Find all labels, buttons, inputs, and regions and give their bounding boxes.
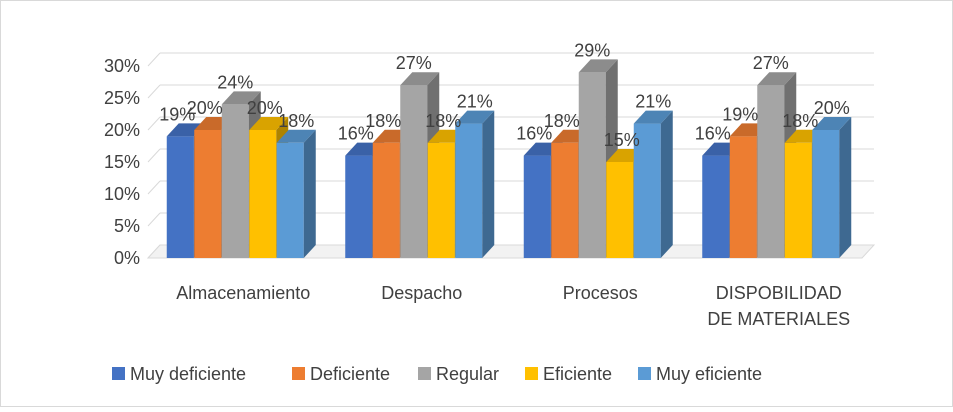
data-label: 18%	[425, 111, 461, 131]
x-category-label: DE MATERIALES	[707, 309, 850, 329]
data-label: 16%	[338, 124, 374, 144]
y-tick-label: 15%	[104, 152, 140, 172]
bar-front	[372, 142, 400, 258]
bar-top	[221, 91, 261, 105]
bar-top	[812, 117, 852, 130]
bar-side	[303, 129, 316, 258]
bar-side	[482, 110, 495, 258]
legend: Muy deficiente Deficiente Regular Eficiente…	[112, 364, 762, 384]
data-label: 21%	[457, 92, 493, 112]
x-category-label: DISPOBILIDAD	[716, 283, 842, 303]
bar-front	[551, 142, 579, 258]
bar-front	[729, 136, 757, 258]
x-category-label: Almacenamiento	[176, 283, 310, 303]
bar-front	[578, 72, 606, 259]
bars	[166, 59, 852, 259]
bar-front	[633, 123, 661, 258]
data-label: 19%	[722, 104, 758, 124]
legend-swatch	[292, 367, 305, 380]
data-label: 21%	[635, 92, 671, 112]
y-tick-label: 0%	[114, 248, 140, 268]
bar-front	[757, 85, 785, 258]
data-label: 29%	[574, 40, 610, 60]
data-label: 18%	[544, 111, 580, 131]
data-label: 19%	[159, 104, 195, 124]
gridline-side	[147, 116, 161, 131]
bar-front	[427, 142, 455, 258]
bar-side	[660, 110, 673, 258]
legend-item: Muy eficiente	[638, 364, 762, 384]
data-label: 24%	[217, 72, 253, 92]
data-label: 20%	[247, 98, 283, 118]
x-category-label: Procesos	[563, 283, 638, 303]
bar	[812, 117, 852, 258]
data-label: 18%	[278, 111, 314, 131]
legend-item: Deficiente	[292, 364, 390, 384]
bar-front	[249, 130, 277, 258]
bar-top	[249, 117, 289, 130]
bar-side	[839, 117, 852, 258]
y-axis: 0% 5% 10% 15% 20% 25% 30%	[104, 56, 140, 268]
bar-top	[633, 110, 673, 124]
bar-top	[578, 59, 618, 73]
legend-item: Eficiente	[525, 364, 612, 384]
bar-top	[455, 110, 495, 124]
legend-swatch	[418, 367, 431, 380]
legend-swatch	[525, 367, 538, 380]
bar	[455, 110, 495, 258]
gridline-side	[147, 52, 161, 67]
y-tick-label: 10%	[104, 184, 140, 204]
bar-top	[400, 72, 440, 86]
legend-swatch	[112, 367, 125, 380]
x-category-label: Despacho	[381, 283, 462, 303]
gridline-side	[147, 212, 161, 227]
legend-label: Muy eficiente	[656, 364, 762, 384]
bar-front	[455, 123, 483, 258]
gridline-side	[147, 180, 161, 195]
bar	[276, 129, 316, 258]
x-axis: Almacenamiento Despacho Procesos DISPOBILID…	[176, 283, 850, 329]
y-tick-label: 30%	[104, 56, 140, 76]
data-label: 27%	[396, 53, 432, 73]
bar-top	[276, 129, 316, 143]
y-tick-label: 20%	[104, 120, 140, 140]
bar-front	[784, 142, 812, 258]
data-label: 20%	[187, 98, 223, 118]
data-label: 18%	[782, 111, 818, 131]
bar-front	[606, 162, 634, 258]
data-label: 20%	[814, 98, 850, 118]
gridline-side	[147, 84, 161, 99]
legend-item: Muy deficiente	[112, 364, 246, 384]
legend-swatch	[638, 367, 651, 380]
data-label: 27%	[753, 53, 789, 73]
legend-label: Deficiente	[310, 364, 390, 384]
legend-item: Regular	[418, 364, 499, 384]
bar-front	[812, 130, 840, 258]
bar-front	[276, 142, 304, 258]
bar-front	[221, 104, 249, 259]
y-tick-label: 5%	[114, 216, 140, 236]
data-label: 15%	[604, 130, 640, 150]
data-label: 16%	[695, 124, 731, 144]
gridline-side	[147, 148, 161, 163]
bar-front	[345, 155, 373, 258]
bar-front	[194, 130, 222, 258]
data-label: 18%	[365, 111, 401, 131]
bar	[633, 110, 673, 258]
bar-top	[757, 72, 797, 86]
data-labels: 19%20%24%20%18%16%18%27%18%21%16%18%29%1…	[159, 40, 850, 150]
data-label: 16%	[516, 124, 552, 144]
bar-front	[702, 155, 730, 258]
legend-label: Muy deficiente	[130, 364, 246, 384]
legend-label: Regular	[436, 364, 499, 384]
y-tick-label: 25%	[104, 88, 140, 108]
bar-front	[400, 85, 428, 258]
bar-front	[166, 136, 194, 258]
legend-label: Eficiente	[543, 364, 612, 384]
bar-front	[523, 155, 551, 258]
